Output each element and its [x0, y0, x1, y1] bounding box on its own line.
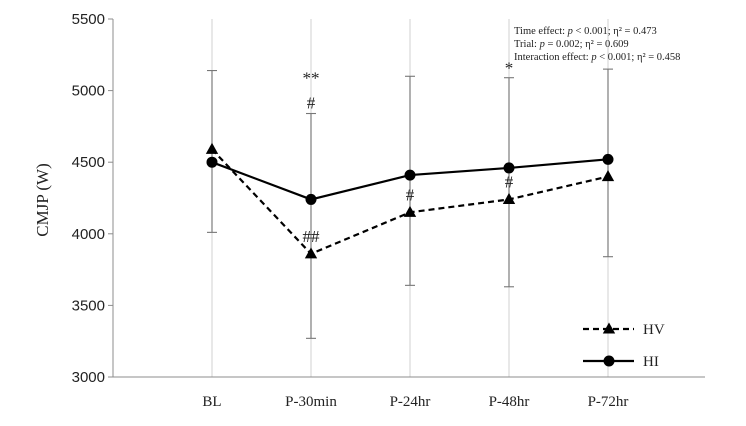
x-tick-label: BL [202, 394, 221, 410]
between-trial-mark: ** [303, 69, 320, 88]
legend-marker-HV [602, 322, 616, 334]
annotation-segment: Trial: [514, 39, 540, 50]
legend: HV HI [583, 322, 665, 370]
y-tick-label: 5000 [72, 83, 105, 100]
y-axis: 3000 3500 4000 4500 5000 5500 [72, 11, 114, 386]
data-point-HI [305, 193, 317, 205]
annotation-line: Time effect: p < 0.001; η² = 0.473 [514, 26, 657, 37]
significance-marks: #####*** [303, 59, 514, 246]
x-tick-label: P-72hr [588, 394, 629, 410]
annotation-segment: = 0.002; η² = 0.609 [545, 39, 629, 50]
significance-mark-HI: # [307, 94, 316, 113]
annotation-segment: p [539, 39, 545, 50]
annotation-segment: Interaction effect: [514, 52, 591, 63]
legend-marker-HI [603, 355, 615, 367]
x-axis: BL P-30min P-24hr P-48hr P-72hr [113, 376, 705, 410]
data-point-HV [205, 142, 219, 154]
annotation-segment: < 0.001; η² = 0.458 [597, 52, 681, 63]
annotation-line: Interaction effect: p < 0.001; η² = 0.45… [514, 52, 680, 63]
x-tick-label: P-48hr [489, 394, 530, 410]
y-tick-label: 4500 [72, 154, 105, 171]
data-point-HI [503, 162, 515, 174]
data-point-HV [304, 247, 318, 259]
data-point-HV [601, 170, 615, 182]
y-tick-label: 5500 [72, 11, 105, 28]
data-point-HI [602, 153, 614, 165]
y-axis-label: CMJP (W) [33, 163, 52, 237]
annotation-line: Trial: p = 0.002; η² = 0.609 [514, 39, 629, 50]
significance-mark-HV: ## [303, 227, 321, 246]
between-trial-mark: * [505, 59, 514, 78]
annotation-segment: < 0.001; η² = 0.473 [573, 26, 657, 37]
data-point-HI [404, 169, 416, 181]
legend-label-HI: HI [643, 354, 659, 370]
data-point-HI [206, 156, 218, 168]
significance-mark-HV: # [406, 185, 415, 204]
y-tick-label: 4000 [72, 226, 105, 243]
annotation-segment: Time effect: [514, 26, 568, 37]
legend-label-HV: HV [643, 322, 665, 338]
annotation-segment: p [567, 26, 573, 37]
x-tick-label: P-24hr [390, 394, 431, 410]
statistics-annotation: Time effect: p < 0.001; η² = 0.473 Trial:… [514, 26, 680, 63]
y-tick-label: 3500 [72, 297, 105, 314]
series-group [205, 142, 615, 259]
data-point-HV [502, 192, 516, 204]
data-point-HV [403, 205, 417, 217]
significance-mark-HV: # [505, 172, 514, 191]
annotation-segment: p [590, 52, 596, 63]
x-tick-label: P-30min [285, 394, 337, 410]
y-tick-label: 3000 [72, 369, 105, 386]
